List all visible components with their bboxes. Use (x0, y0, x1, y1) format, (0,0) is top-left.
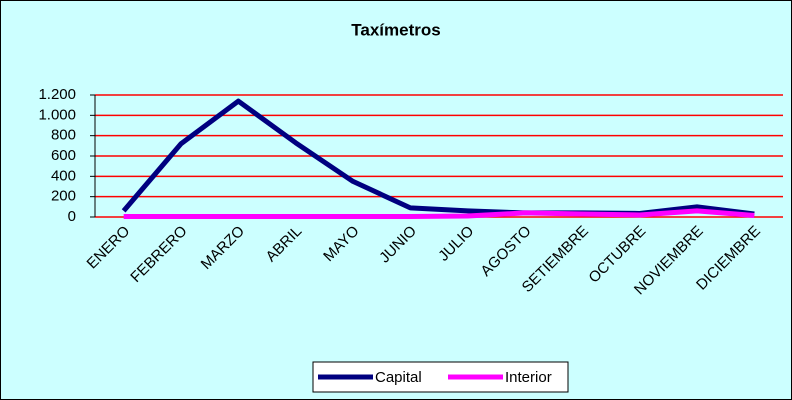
y-tick-label: 1.000 (38, 106, 76, 123)
legend-label: Capital (375, 369, 422, 386)
y-tick-label: 0 (68, 208, 76, 225)
legend-label: Interior (505, 369, 552, 386)
y-tick-label: 800 (51, 127, 76, 144)
y-tick-label: 1.200 (38, 86, 76, 103)
y-tick-label: 600 (51, 147, 76, 164)
y-tick-label: 400 (51, 167, 76, 184)
y-tick-label: 200 (51, 188, 76, 205)
chart-title: Taxímetros (351, 20, 440, 39)
line-series (123, 208, 755, 219)
